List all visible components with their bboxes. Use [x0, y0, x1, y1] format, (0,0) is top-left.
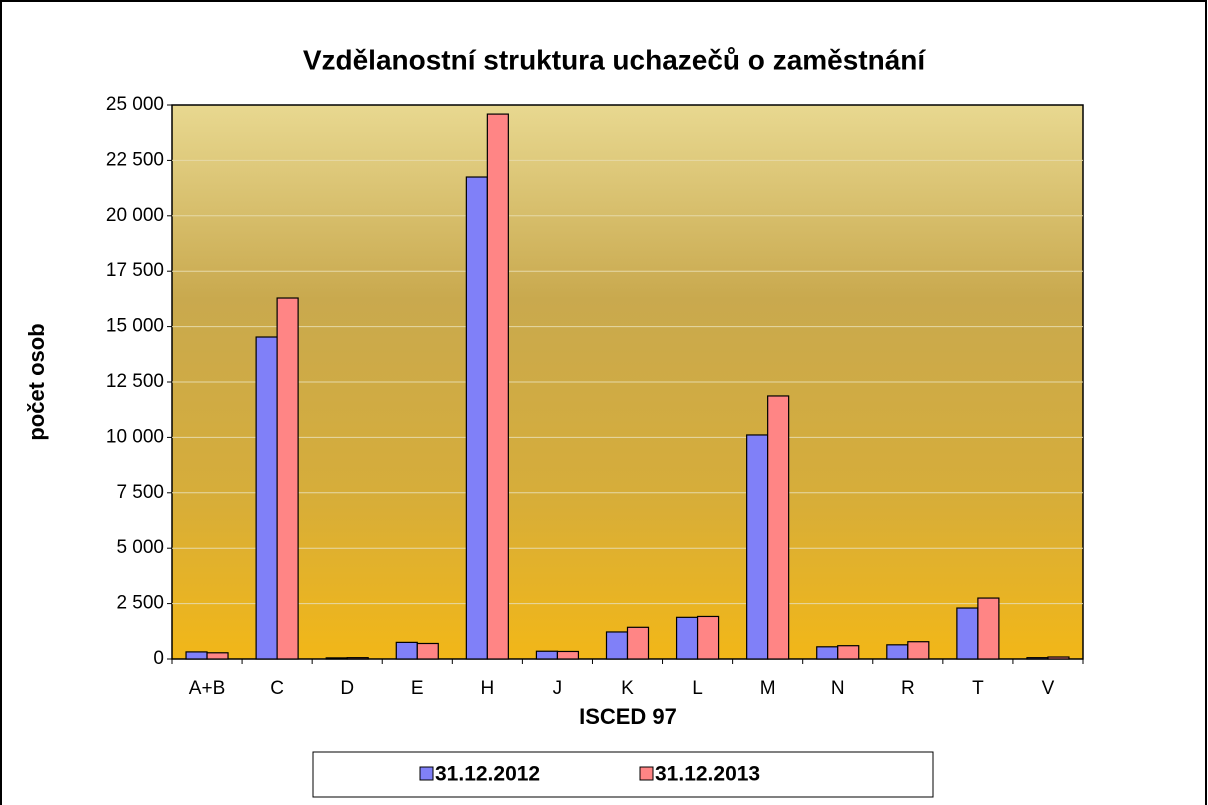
- bar: [1026, 657, 1049, 660]
- y-tick-label: 12 500: [106, 371, 164, 392]
- x-tick-label: J: [553, 678, 563, 699]
- y-axis-title: počet osob: [24, 323, 49, 440]
- legend-swatch: [419, 766, 434, 781]
- bar: [1047, 656, 1070, 660]
- x-tick-label: K: [621, 678, 634, 699]
- x-tick-label: L: [692, 678, 703, 699]
- bar: [626, 626, 650, 660]
- bar: [416, 642, 439, 660]
- bar: [395, 641, 418, 660]
- x-tick-label: A+B: [189, 678, 225, 699]
- bar: [956, 607, 979, 660]
- y-tick-label: 20 000: [106, 205, 164, 226]
- y-tick-label: 10 000: [106, 426, 164, 447]
- bar: [816, 646, 839, 660]
- y-tick-label: 0: [153, 648, 164, 669]
- y-tick-label: 5 000: [116, 537, 164, 558]
- bar: [465, 176, 488, 660]
- x-tick-label: E: [411, 678, 424, 699]
- legend-box: [312, 751, 934, 798]
- y-tick-label: 22 500: [106, 149, 164, 170]
- bar: [325, 657, 348, 660]
- x-tick-label: D: [340, 678, 354, 699]
- bar: [977, 597, 1000, 660]
- y-tick-label: 7 500: [116, 482, 164, 503]
- x-tick-label: H: [480, 678, 494, 699]
- bar: [486, 113, 509, 660]
- bar: [255, 336, 278, 660]
- bar: [185, 651, 208, 660]
- bar: [556, 650, 580, 660]
- bar: [535, 650, 559, 660]
- x-tick-label: N: [831, 678, 845, 699]
- bar: [206, 652, 229, 660]
- bar: [767, 395, 790, 660]
- x-tick-label: R: [901, 678, 915, 699]
- y-tick-label: 2 500: [116, 593, 164, 614]
- bar: [675, 616, 699, 660]
- x-tick-label: T: [972, 678, 984, 699]
- y-tick-label: 25 000: [106, 94, 164, 115]
- bar: [746, 434, 769, 660]
- legend-label: 31.12.2012: [435, 763, 540, 786]
- x-tick-label: C: [270, 678, 284, 699]
- bar: [886, 644, 909, 660]
- x-tick-label: V: [1042, 678, 1055, 699]
- legend-label: 31.12.2013: [655, 763, 760, 786]
- bar: [346, 657, 369, 660]
- bar: [837, 645, 860, 660]
- bar: [696, 615, 720, 660]
- bar: [605, 631, 629, 660]
- bar: [276, 297, 299, 660]
- x-tick-label: M: [760, 678, 776, 699]
- legend-swatch: [639, 766, 654, 781]
- x-axis-title: ISCED 97: [579, 704, 677, 729]
- chart-title: Vzdělanostní struktura uchazečů o zaměst…: [303, 44, 927, 75]
- y-tick-label: 15 000: [106, 316, 164, 337]
- bar: [907, 641, 930, 660]
- y-tick-label: 17 500: [106, 260, 164, 281]
